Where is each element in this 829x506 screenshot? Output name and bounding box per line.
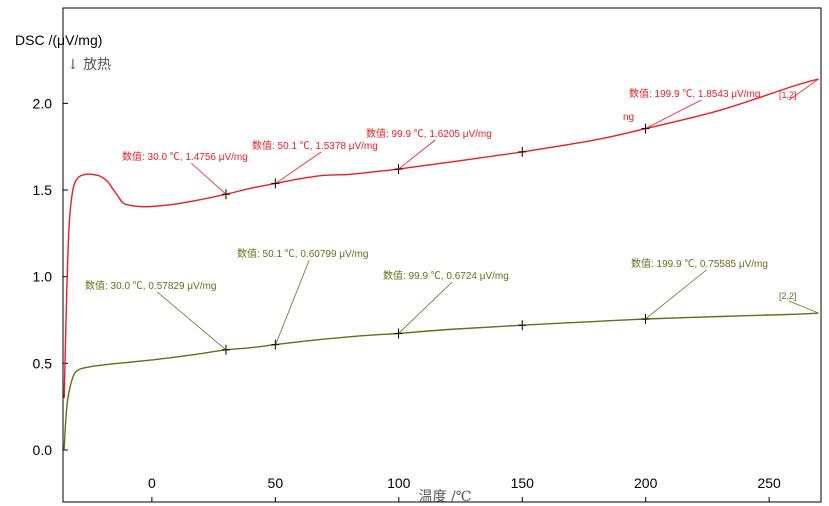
- x-tick-label: 200: [634, 475, 658, 491]
- annotation-leader: [398, 281, 453, 334]
- y-tick-label: 1.5: [33, 182, 53, 198]
- annotation-leader: [275, 259, 310, 345]
- annotation-label: 数值: 30.0 ℃, 1.4756 μV/mg: [122, 150, 248, 163]
- annotation-leader: [275, 151, 322, 184]
- y-axis-label: DSC /(μV/mg): [15, 32, 102, 48]
- x-axis-label: 温度 /℃: [419, 489, 472, 505]
- x-tick-label: 50: [268, 475, 284, 491]
- annotation-leader: [190, 162, 227, 195]
- x-tick-label: 0: [148, 475, 156, 491]
- annotation-leader: [157, 291, 227, 351]
- series-tag-leader: [788, 78, 819, 101]
- annotation-label: 数值: 99.9 ℃, 0.6724 μV/mg: [383, 269, 509, 282]
- plot-frame: [62, 7, 822, 503]
- series-tag-leader: [788, 300, 819, 314]
- annotation-label: 数值: 199.9 ℃, 1.8543 μV/mg: [629, 87, 760, 100]
- annotation-leader: [398, 139, 436, 170]
- x-tick-label: 100: [387, 475, 411, 491]
- annotation-label: 数值: 30.0 ℃, 0.57829 μV/mg: [85, 279, 216, 292]
- series-tag-1: [1,2]: [779, 90, 797, 100]
- series-line-1: [63, 78, 819, 399]
- annotation-label: 数值: 99.9 ℃, 1.6205 μV/mg: [366, 127, 492, 140]
- series-tag-2: [2,2]: [779, 291, 797, 301]
- annotation-label: 数值: 50.1 ℃, 1.5378 μV/mg: [252, 139, 378, 152]
- y-axis-sublabel: ↓ 放热: [67, 57, 111, 73]
- series-line-2: [63, 312, 819, 451]
- x-tick-label: 150: [511, 475, 535, 491]
- y-tick-label: 1.0: [33, 269, 53, 285]
- annotation-label: 数值: 50.1 ℃, 0.60799 μV/mg: [237, 247, 368, 260]
- annotation-label: 数值: 199.9 ℃, 0.75585 μV/mg: [631, 257, 768, 270]
- y-tick-label: 0.0: [33, 442, 53, 458]
- annotation-leader: [645, 99, 702, 129]
- y-tick-label: 0.5: [33, 355, 53, 371]
- x-tick-label: 250: [757, 475, 781, 491]
- y-tick-label: 2.0: [33, 95, 53, 111]
- annotation-leader: [645, 269, 707, 320]
- extra-note: ng: [623, 112, 634, 123]
